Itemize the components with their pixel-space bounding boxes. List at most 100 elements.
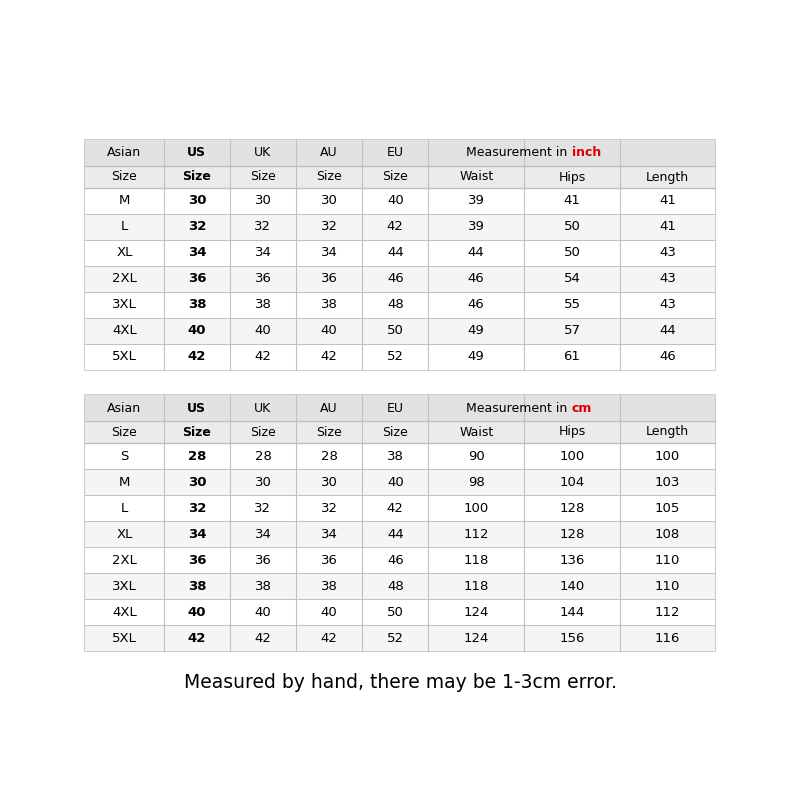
Bar — [85, 521, 715, 547]
Text: 32: 32 — [254, 502, 271, 514]
Text: 42: 42 — [387, 221, 404, 234]
Text: 39: 39 — [468, 194, 485, 207]
Text: 43: 43 — [659, 246, 676, 259]
Text: 5XL: 5XL — [112, 350, 137, 363]
Text: 34: 34 — [187, 527, 206, 541]
Text: 34: 34 — [321, 527, 338, 541]
Text: 42: 42 — [188, 631, 206, 645]
Text: 2XL: 2XL — [112, 554, 137, 566]
Text: 108: 108 — [655, 527, 680, 541]
Text: UK: UK — [254, 146, 271, 159]
Text: Size: Size — [382, 170, 408, 183]
Text: 46: 46 — [387, 554, 404, 566]
Text: 40: 40 — [387, 194, 404, 207]
Text: 32: 32 — [321, 502, 338, 514]
Text: EU: EU — [386, 402, 404, 414]
Text: 42: 42 — [188, 350, 206, 363]
Bar — [85, 240, 715, 266]
Text: 40: 40 — [321, 325, 338, 338]
Text: 110: 110 — [654, 554, 680, 566]
Text: Size: Size — [182, 170, 211, 183]
Text: 30: 30 — [321, 475, 338, 489]
Bar — [85, 625, 715, 651]
Bar — [85, 344, 715, 370]
Text: 4XL: 4XL — [112, 325, 137, 338]
Text: Size: Size — [182, 426, 211, 438]
Text: XL: XL — [116, 527, 133, 541]
Bar — [85, 214, 715, 240]
Text: 100: 100 — [464, 502, 489, 514]
Text: 128: 128 — [559, 502, 585, 514]
Text: 36: 36 — [187, 273, 206, 286]
Text: 100: 100 — [559, 450, 585, 462]
Text: 44: 44 — [387, 527, 404, 541]
Text: 28: 28 — [188, 450, 206, 462]
Text: L: L — [121, 502, 128, 514]
Text: inch: inch — [572, 146, 601, 159]
Bar — [85, 469, 715, 495]
Text: 40: 40 — [321, 606, 338, 618]
Text: 36: 36 — [321, 273, 338, 286]
Text: AU: AU — [320, 146, 338, 159]
Text: 41: 41 — [659, 194, 676, 207]
Bar — [85, 140, 715, 370]
Text: 34: 34 — [254, 246, 271, 259]
Text: 28: 28 — [321, 450, 338, 462]
Text: 38: 38 — [187, 298, 206, 311]
Text: 52: 52 — [386, 350, 404, 363]
Text: 43: 43 — [659, 273, 676, 286]
Text: 136: 136 — [559, 554, 585, 566]
Bar — [85, 395, 715, 651]
Text: 36: 36 — [254, 554, 271, 566]
Text: 38: 38 — [321, 579, 338, 593]
Text: 38: 38 — [254, 298, 271, 311]
Text: 34: 34 — [321, 246, 338, 259]
Text: 42: 42 — [254, 350, 271, 363]
Text: 50: 50 — [563, 221, 581, 234]
Text: 49: 49 — [468, 350, 485, 363]
Text: 44: 44 — [659, 325, 676, 338]
Text: 57: 57 — [563, 325, 581, 338]
Text: Waist: Waist — [459, 170, 494, 183]
Bar — [85, 266, 715, 292]
Text: 32: 32 — [188, 221, 206, 234]
Text: Size: Size — [250, 170, 276, 183]
Text: Size: Size — [316, 170, 342, 183]
Text: 112: 112 — [463, 527, 489, 541]
Text: 36: 36 — [321, 554, 338, 566]
Text: 118: 118 — [463, 554, 489, 566]
Text: Size: Size — [382, 426, 408, 438]
Text: 41: 41 — [563, 194, 581, 207]
Bar — [85, 140, 715, 166]
Text: 36: 36 — [187, 554, 206, 566]
Text: 30: 30 — [254, 194, 271, 207]
Text: 46: 46 — [387, 273, 404, 286]
Text: 40: 40 — [187, 325, 206, 338]
Text: 116: 116 — [654, 631, 680, 645]
Text: 34: 34 — [254, 527, 271, 541]
Text: Measured by hand, there may be 1-3cm error.: Measured by hand, there may be 1-3cm err… — [183, 673, 617, 692]
Text: 42: 42 — [254, 631, 271, 645]
Text: 36: 36 — [254, 273, 271, 286]
Text: S: S — [120, 450, 129, 462]
Text: 54: 54 — [563, 273, 581, 286]
Text: 4XL: 4XL — [112, 606, 137, 618]
Bar — [85, 292, 715, 318]
Text: Hips: Hips — [558, 426, 586, 438]
Text: 30: 30 — [187, 194, 206, 207]
Text: Size: Size — [111, 170, 138, 183]
Text: 156: 156 — [559, 631, 585, 645]
Text: 105: 105 — [654, 502, 680, 514]
Text: 32: 32 — [321, 221, 338, 234]
Text: 128: 128 — [559, 527, 585, 541]
Text: M: M — [118, 475, 130, 489]
Bar — [85, 495, 715, 521]
Text: 40: 40 — [254, 325, 271, 338]
Text: Size: Size — [111, 426, 138, 438]
Text: M: M — [118, 194, 130, 207]
Bar — [85, 421, 715, 443]
Text: 90: 90 — [468, 450, 485, 462]
Text: 118: 118 — [463, 579, 489, 593]
Text: 3XL: 3XL — [112, 579, 137, 593]
Text: 38: 38 — [187, 579, 206, 593]
